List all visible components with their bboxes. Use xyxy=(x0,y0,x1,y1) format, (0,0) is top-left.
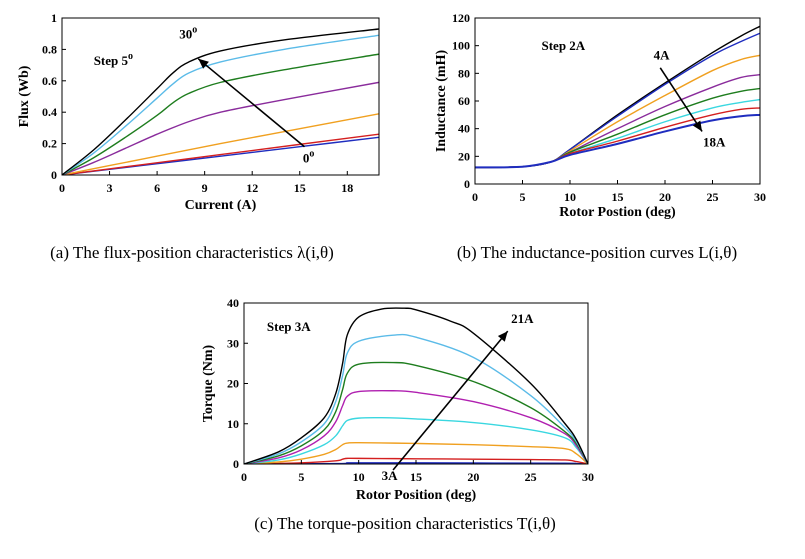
chart-caption: (c) The torque-position characteristics … xyxy=(254,514,556,533)
series-line-20 xyxy=(62,53,379,175)
chart-annotation: 21A xyxy=(511,311,534,326)
y-tick-label: 30 xyxy=(227,336,239,350)
series-line-21A xyxy=(244,333,588,464)
series-line-24A xyxy=(244,307,588,464)
series-line-9A xyxy=(244,441,588,464)
y-tick-label: 0.4 xyxy=(42,105,57,119)
y-tick-label: 0.6 xyxy=(42,74,57,88)
y-tick-label: 0.8 xyxy=(42,42,57,56)
x-axis-label: Rotor Postion (deg) xyxy=(559,205,676,220)
x-tick-label: 0 xyxy=(472,190,478,204)
y-tick-label: 0 xyxy=(233,457,239,471)
x-tick-label: 18 xyxy=(341,181,353,195)
trend-arrow-head xyxy=(692,120,702,132)
inductance-position-chart: 0 5 10 15 20 25 30 0 20 40 60 80 100 120 Step 2A 4A 18A… xyxy=(434,11,766,262)
y-tick-label: 40 xyxy=(227,296,239,310)
series-line-10 xyxy=(62,113,379,175)
series-line-6A xyxy=(244,457,588,464)
chart-annotation: 3A xyxy=(382,468,399,483)
y-tick-label: 120 xyxy=(452,11,470,25)
chart-annotation: 30o xyxy=(179,24,197,41)
x-tick-label: 10 xyxy=(564,190,576,204)
x-tick-label: 25 xyxy=(525,470,537,484)
y-tick-label: 0.2 xyxy=(42,137,57,151)
x-tick-label: 3 xyxy=(107,181,113,195)
series-line-15 xyxy=(62,81,379,175)
chart-caption: (b) The inductance-position curves L(i,θ… xyxy=(457,243,737,262)
chart-annotation: Step 3A xyxy=(267,319,311,334)
x-tick-label: 5 xyxy=(520,190,526,204)
x-tick-label: 0 xyxy=(241,470,247,484)
x-tick-label: 15 xyxy=(294,181,306,195)
trend-arrow-head xyxy=(198,58,209,69)
series-line-12A xyxy=(244,416,588,464)
chart-annotation: 4A xyxy=(654,48,671,63)
x-tick-label: 5 xyxy=(298,470,304,484)
trend-arrow-shaft xyxy=(197,58,306,148)
trend-arrow-shaft xyxy=(659,67,703,132)
chart-annotation: 0o xyxy=(303,148,315,165)
chart-annotation: Step 2A xyxy=(542,38,586,53)
y-tick-label: 100 xyxy=(452,39,470,53)
y-axis-label: Flux (Wb) xyxy=(17,65,32,127)
series-line-8A xyxy=(475,54,760,169)
x-axis-label: Current (A) xyxy=(185,198,257,213)
chart-annotation: 18A xyxy=(703,135,726,150)
y-tick-label: 40 xyxy=(458,122,470,136)
x-tick-label: 20 xyxy=(467,470,479,484)
series-line-18A xyxy=(475,113,760,169)
chart-caption: (a) The flux-position characteristics λ(… xyxy=(50,243,334,262)
x-tick-label: 30 xyxy=(582,470,594,484)
series-line-15A xyxy=(244,389,588,464)
trend-arrow-shaft xyxy=(392,330,509,471)
x-tick-label: 9 xyxy=(202,181,208,195)
y-tick-label: 0 xyxy=(464,177,470,191)
plot-frame xyxy=(474,17,761,185)
x-tick-label: 10 xyxy=(353,470,365,484)
y-tick-label: 20 xyxy=(458,149,470,163)
series-line-25 xyxy=(62,34,379,175)
y-tick-label: 10 xyxy=(227,417,239,431)
y-tick-label: 20 xyxy=(227,377,239,391)
series-line-5 xyxy=(62,133,379,175)
x-axis-label: Rotor Position (deg) xyxy=(356,488,477,503)
trend-arrow-head xyxy=(497,331,508,342)
series-line-30 xyxy=(62,28,379,175)
y-tick-label: 0 xyxy=(51,168,57,182)
x-tick-label: 15 xyxy=(410,470,422,484)
y-axis-label: Inductance (mH) xyxy=(434,50,449,153)
chart-annotation: Step 5o xyxy=(94,51,133,68)
x-tick-label: 25 xyxy=(707,190,719,204)
y-tick-label: 1 xyxy=(51,11,57,25)
y-tick-label: 80 xyxy=(458,66,470,80)
x-tick-label: 6 xyxy=(154,181,160,195)
x-tick-label: 15 xyxy=(612,190,624,204)
x-tick-label: 30 xyxy=(754,190,766,204)
plot-frame xyxy=(61,17,380,176)
torque-position-chart: 0 5 10 15 20 25 30 0 10 20 30 40 Step 3A 21A 3A Rotor… xyxy=(201,296,594,533)
y-tick-label: 60 xyxy=(458,94,470,108)
x-tick-label: 20 xyxy=(659,190,671,204)
x-tick-label: 12 xyxy=(246,181,258,195)
series-line-18A xyxy=(244,361,588,464)
x-tick-label: 0 xyxy=(59,181,65,195)
y-axis-label: Torque (Nm) xyxy=(201,344,216,422)
flux-position-chart: 0 3 6 9 12 15 18 0 0.2 0.4 0.6 0.8 1 Step 5o 30o 0o Cu… xyxy=(17,11,380,262)
